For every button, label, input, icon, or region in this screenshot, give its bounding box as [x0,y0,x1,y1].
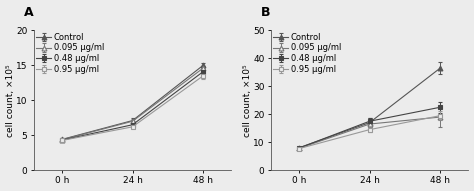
Y-axis label: cell count, ×10⁵: cell count, ×10⁵ [6,64,15,137]
Legend: Control, 0.095 μg/ml, 0.48 μg/ml, 0.95 μg/ml: Control, 0.095 μg/ml, 0.48 μg/ml, 0.95 μ… [273,32,342,75]
Text: A: A [24,6,34,19]
Text: B: B [261,6,270,19]
Y-axis label: cell count, ×10⁵: cell count, ×10⁵ [243,64,252,137]
Legend: Control, 0.095 μg/ml, 0.48 μg/ml, 0.95 μg/ml: Control, 0.095 μg/ml, 0.48 μg/ml, 0.95 μ… [36,32,105,75]
